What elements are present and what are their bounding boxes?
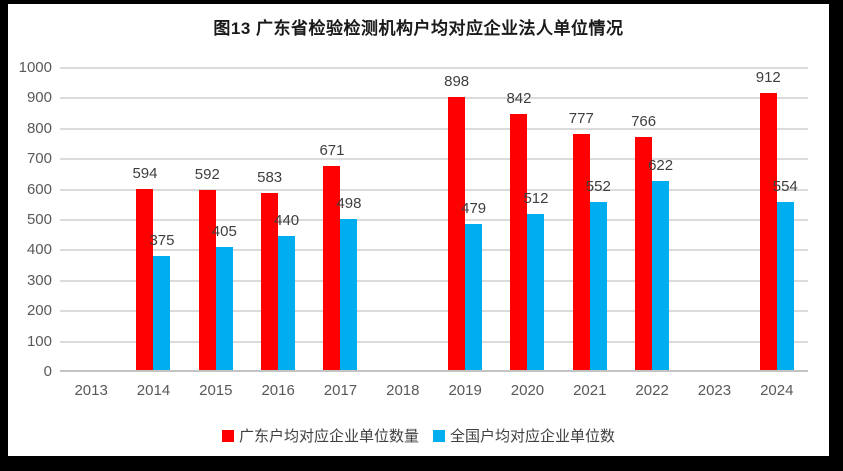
bar-label-series1-2014: 375 (149, 232, 175, 249)
year-slot-2022: 766 622 (621, 68, 683, 370)
year-slot-2021: 777 552 (559, 68, 621, 370)
x-tick-label-2024: 2024 (760, 382, 794, 399)
bars-region: 594 375 592 405 583 440 671 498 898 479 842 512 777 5… (60, 68, 808, 370)
x-tick-label-2020: 2020 (510, 382, 545, 399)
year-slot-2013 (60, 68, 122, 370)
x-tick-label-2015: 2015 (199, 382, 233, 399)
gridline (60, 310, 808, 313)
bar-series1-2019 (465, 224, 483, 370)
bar-series0-2014 (136, 189, 154, 370)
bar-series1-2021 (589, 202, 607, 370)
gridline (60, 97, 808, 100)
x-tick-label-2018: 2018 (386, 382, 420, 399)
y-tick-label: 300 (26, 271, 52, 289)
legend: 广东户均对应企业单位数量 全国户均对应企业单位数 (8, 425, 829, 446)
bar-label-series1-2024: 554 (772, 177, 798, 195)
legend-item-series1: 全国户均对应企业单位数 (433, 425, 615, 446)
bar-label-series0-2019: 898 (444, 73, 470, 91)
x-tick-label-2021: 2021 (573, 382, 607, 399)
bar-series1-2015 (215, 246, 233, 370)
bar-label-series0-2020: 842 (506, 90, 532, 108)
legend-item-series0: 广东户均对应企业单位数量 (221, 425, 419, 446)
bar-label-series0-2016: 583 (257, 168, 283, 186)
year-slot-2015: 592 405 (185, 68, 247, 370)
gridline (60, 188, 808, 191)
bar-series0-2016 (261, 192, 279, 370)
year-slot-2017: 671 498 (309, 68, 371, 370)
bar-series1-2014 (153, 256, 171, 370)
y-tick-label: 100 (26, 332, 52, 350)
x-tick-label-2023: 2023 (697, 382, 732, 399)
bar-series0-2019 (448, 97, 466, 370)
bar-series0-2021 (572, 133, 590, 370)
gridline (60, 219, 808, 221)
chart-canvas: 图13 广东省检验检测机构户均对应企业法人单位情况 0 100 200 300 400 5… (8, 4, 829, 456)
gridline (60, 279, 808, 282)
legend-label-series0: 广东户均对应企业单位数量 (238, 428, 419, 445)
gridline (60, 249, 808, 252)
bar-series1-2016 (278, 236, 296, 370)
y-tick-label: 800 (26, 119, 52, 137)
bar-label-series0-2021: 777 (568, 109, 594, 127)
y-tick-label: 900 (26, 89, 52, 107)
bar-label-series0-2017: 671 (319, 142, 345, 160)
bar-series0-2020 (510, 114, 528, 370)
x-tick-label-2014: 2014 (136, 382, 171, 399)
year-slot-2016: 583 440 (247, 68, 309, 370)
x-tick-label-2022: 2022 (635, 382, 669, 399)
year-slot-2024: 912 554 (746, 68, 808, 370)
y-tick-label: 500 (26, 211, 52, 228)
gridline (60, 340, 808, 343)
bar-label-series0-2015: 592 (194, 166, 220, 184)
gridline (60, 158, 808, 161)
bar-series0-2015 (198, 190, 216, 370)
bar-series0-2022 (635, 137, 653, 370)
y-tick-label: 1000 (18, 59, 52, 76)
legend-swatch-series0 (221, 429, 234, 442)
year-slot-2014: 594 375 (122, 68, 184, 370)
chart-title: 图13 广东省检验检测机构户均对应企业法人单位情况 (213, 19, 624, 38)
bar-series0-2017 (323, 166, 341, 370)
bar-label-series1-2016: 440 (274, 212, 300, 230)
bar-label-series1-2021: 552 (585, 178, 611, 196)
y-tick-label: 700 (26, 150, 52, 168)
legend-label-series1: 全国户均对应企业单位数 (450, 428, 616, 445)
x-tick-label-2017: 2017 (323, 382, 358, 399)
year-slot-2018 (372, 68, 434, 370)
bar-label-series0-2022: 766 (631, 113, 657, 131)
x-tick-label-2019: 2019 (448, 382, 482, 399)
x-tick-label-2016: 2016 (261, 382, 295, 399)
gridline (60, 127, 808, 130)
legend-swatch-series1 (433, 429, 445, 442)
bar-series1-2024 (776, 201, 794, 370)
bar-label-series0-2024: 912 (755, 68, 781, 86)
y-tick-label: 200 (26, 302, 52, 320)
bar-series1-2022 (652, 180, 670, 370)
bar-label-series0-2014: 594 (132, 165, 158, 183)
year-slot-2020: 842 512 (496, 68, 558, 370)
bar-series1-2020 (527, 214, 545, 370)
x-axis: 2013 2014 2015 2016 2017 2018 2019 2020 2021 2022… (60, 382, 808, 399)
bar-label-series1-2020: 512 (523, 190, 549, 208)
bar-label-series1-2019: 479 (461, 200, 487, 218)
bar-label-series1-2015: 405 (211, 222, 237, 240)
year-slot-2023 (683, 68, 745, 370)
bar-series1-2017 (340, 218, 358, 370)
y-tick-label: 600 (26, 180, 52, 198)
plot-area: 0 100 200 300 400 500 600 700 800 900 1000 594 375 59… (19, 59, 808, 380)
x-tick-label-2013: 2013 (74, 382, 108, 399)
y-tick-label: 0 (43, 363, 52, 380)
bar-label-series1-2017: 498 (336, 194, 362, 212)
bar-series0-2024 (759, 92, 777, 370)
year-slot-2019: 898 479 (434, 68, 496, 370)
y-tick-label: 400 (26, 241, 52, 259)
gridline (60, 67, 808, 69)
bar-label-series1-2022: 622 (648, 156, 674, 174)
